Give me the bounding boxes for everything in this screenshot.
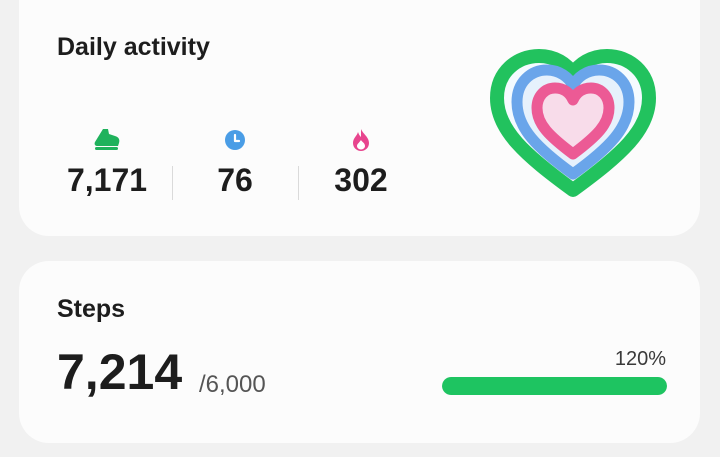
steps-goal: /6,000 (199, 371, 266, 398)
calories-count: 302 (334, 162, 388, 198)
steps-card[interactable]: Steps 7,214 /6,000 120% (19, 261, 700, 443)
steps-value: 7,214 (57, 344, 183, 400)
stat-divider (172, 166, 173, 200)
stat-divider (298, 166, 299, 200)
steps-progress-bar (442, 377, 667, 395)
daily-activity-card[interactable]: Daily activity 7,171 76 302 (19, 0, 700, 236)
stat-active-minutes: 76 (175, 126, 295, 199)
active-minutes-count: 76 (217, 162, 253, 198)
daily-activity-title: Daily activity (57, 33, 210, 61)
flame-icon (353, 129, 369, 151)
stat-steps: 7,171 (47, 126, 167, 199)
shoe-icon (94, 129, 120, 150)
steps-count: 7,171 (66, 162, 148, 198)
steps-title: Steps (57, 295, 126, 323)
progress-percent: 120% (614, 348, 666, 370)
heart-rings-icon (490, 49, 656, 197)
steps-progress-fill (442, 377, 667, 395)
clock-icon (225, 130, 245, 150)
stat-calories: 302 (301, 126, 421, 199)
